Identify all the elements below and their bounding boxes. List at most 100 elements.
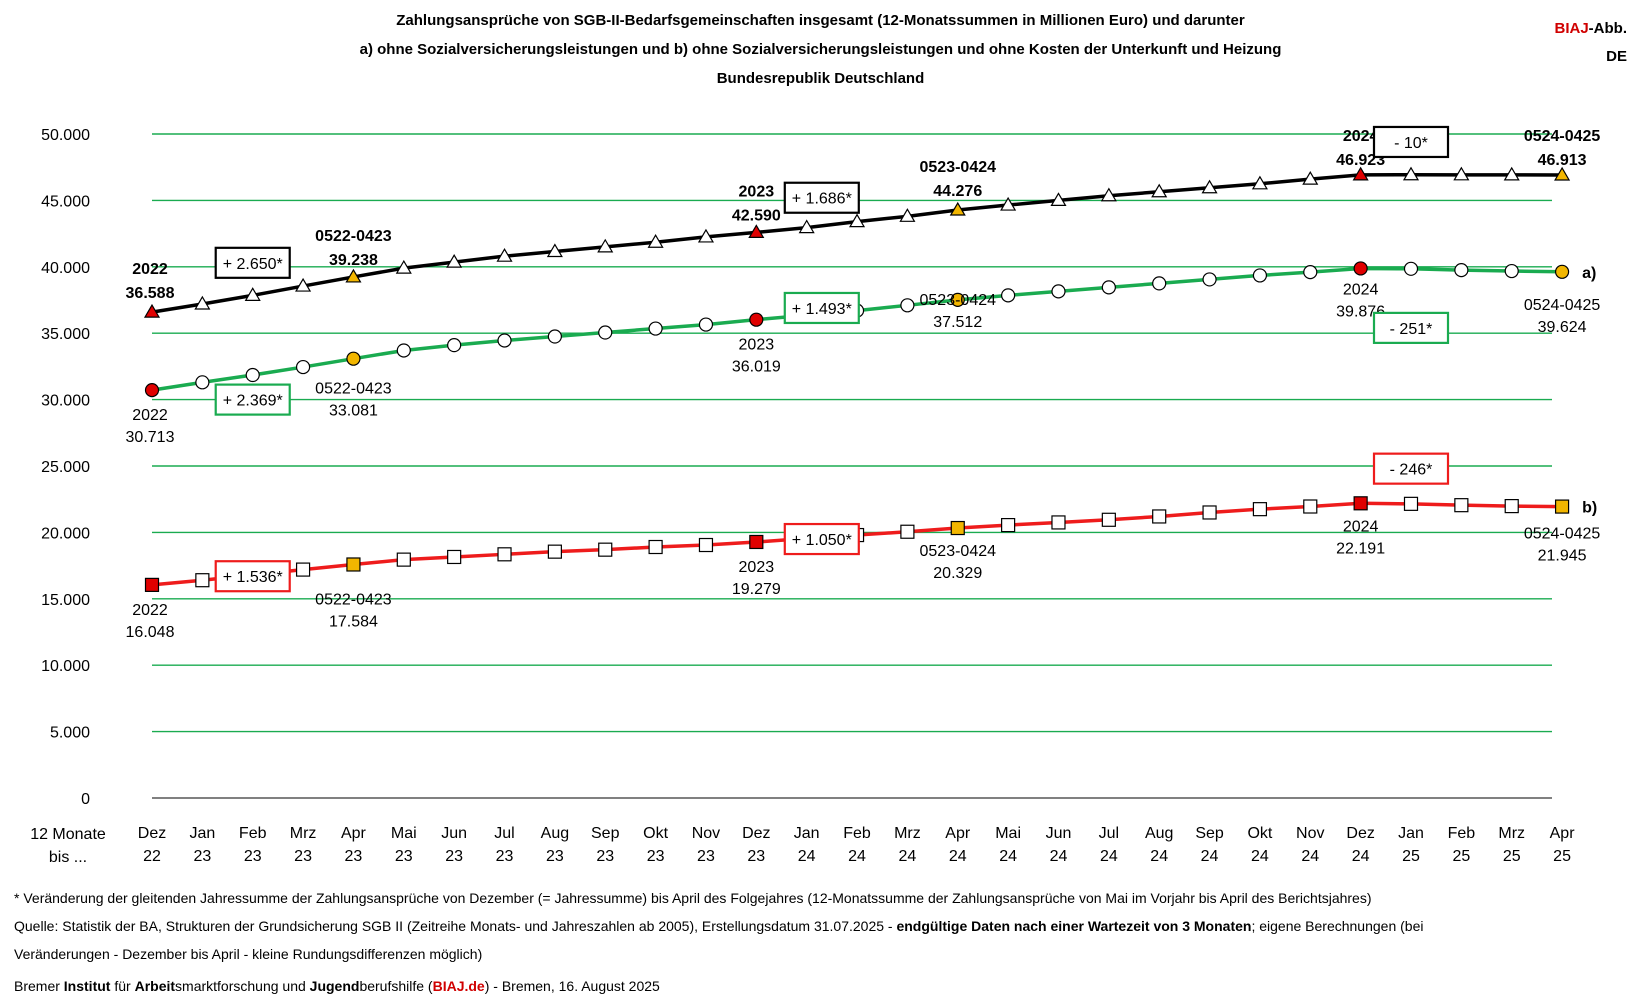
data-point-square — [396, 552, 411, 567]
change-box — [214, 560, 291, 593]
value-label-value: 17.584 — [329, 613, 378, 630]
data-point-triangle — [949, 201, 966, 216]
data-point-circle — [749, 312, 764, 327]
x-tick-label-year: 24 — [798, 848, 816, 865]
value-label-period: 0524-0425 — [1524, 297, 1601, 314]
data-point-square — [1252, 502, 1268, 517]
source-text-bold: endgültige Daten nach einer Wartezeit vo… — [896, 918, 1252, 934]
y-tick-label: 30.000 — [41, 393, 90, 410]
value-label-value: 19.279 — [732, 581, 781, 598]
change-box-label: + 1.536* — [223, 569, 283, 586]
x-tick-label-month: Jan — [189, 825, 215, 842]
data-point-circle — [295, 359, 311, 375]
x-tick-label-month: Okt — [1247, 825, 1272, 842]
x-tick-label-year: 23 — [244, 848, 262, 865]
data-point-triangle — [1503, 166, 1520, 181]
data-point-square — [1001, 517, 1016, 533]
brand-region: DE — [1606, 48, 1627, 65]
value-label-period: 2023 — [739, 559, 775, 576]
value-label-period: 2023 — [739, 183, 775, 200]
y-tick-label: 5.000 — [50, 725, 90, 742]
change-box — [783, 181, 860, 214]
x-tick-label-month: Jul — [1099, 825, 1119, 842]
x-tick-label-year: 23 — [546, 848, 564, 865]
data-point-triangle — [194, 295, 211, 310]
x-tick-label-year: 24 — [1251, 848, 1269, 865]
change-box-label: - 251* — [1390, 321, 1433, 338]
change-box-label: + 1.493* — [792, 301, 852, 318]
inst-part: für — [110, 978, 135, 994]
data-point-square — [1353, 496, 1368, 511]
data-point-triangle — [345, 268, 362, 283]
data-point-triangle — [1554, 166, 1571, 181]
x-tick-label-month: Okt — [643, 825, 668, 842]
footnote-source: Quelle: Statistik der BA, Strukturen der… — [14, 918, 1423, 934]
change-box — [214, 246, 291, 279]
change-box — [1372, 311, 1450, 344]
x-tick-label-month: Jan — [1398, 825, 1424, 842]
y-tick-label: 15.000 — [41, 592, 90, 609]
value-label-period: 2024 — [1343, 128, 1379, 145]
x-tick-label-year: 23 — [345, 848, 363, 865]
biaj-link[interactable]: BIAJ.de — [432, 978, 485, 994]
data-point-circle — [1152, 276, 1167, 291]
x-tick-label-month: Jul — [494, 825, 514, 842]
footnote-source-line2: Veränderungen - Dezember bis April - kle… — [14, 946, 483, 962]
data-point-triangle — [1151, 183, 1168, 198]
value-label-period: 0522-0423 — [315, 381, 392, 398]
x-tick-label-year: 23 — [445, 848, 463, 865]
data-point-circle — [1001, 288, 1016, 303]
y-tick-label: 10.000 — [41, 658, 90, 675]
data-point-square — [195, 573, 210, 588]
data-point-triangle — [848, 213, 866, 228]
x-tick-label-month: Aug — [1145, 825, 1173, 842]
data-point-circle — [144, 383, 160, 398]
chart-title-line3: Bundesrepublik Deutschland — [716, 70, 925, 87]
change-box — [214, 383, 291, 416]
source-text-2: ; eigene Berechnungen (bei — [1251, 918, 1424, 934]
value-label-period: 2024 — [1343, 281, 1379, 298]
value-label-value: 37.512 — [933, 314, 982, 331]
data-point-circle — [1353, 261, 1368, 276]
inst-part: Institut — [63, 978, 111, 994]
change-box-label: + 2.650* — [223, 256, 283, 273]
y-tick-label: 40.000 — [41, 260, 90, 277]
data-point-circle — [900, 298, 915, 313]
value-label-period: 0522-0423 — [315, 228, 392, 245]
x-axis-label: 12 Monate — [30, 826, 106, 843]
x-tick-label-month: Sep — [591, 825, 620, 842]
change-box-label: + 2.369* — [223, 393, 283, 410]
x-tick-label-month: Mai — [995, 825, 1021, 842]
data-point-circle — [346, 351, 361, 366]
x-tick-label-year: 24 — [1201, 848, 1219, 865]
data-point-circle — [497, 333, 512, 348]
x-tick-label-year: 25 — [1503, 848, 1521, 865]
data-point-triangle — [1453, 166, 1470, 181]
x-tick-label-month: Nov — [1296, 825, 1324, 842]
data-point-triangle — [748, 224, 765, 239]
data-point-circle — [1252, 268, 1268, 283]
inst-part: berufshilfe ( — [359, 978, 433, 994]
data-point-triangle — [244, 287, 261, 301]
data-point-circle — [1403, 261, 1419, 276]
data-point-square — [547, 544, 562, 559]
change-box-label: + 1.686* — [792, 191, 852, 208]
data-point-circle — [1554, 264, 1570, 279]
x-tick-label-year: 23 — [747, 848, 765, 865]
x-tick-label-month: Mrz — [290, 825, 317, 842]
data-point-triangle — [395, 259, 412, 274]
x-tick-label-year: 23 — [496, 848, 514, 865]
data-point-triangle — [1201, 179, 1218, 194]
x-tick-label-month: Apr — [945, 825, 971, 842]
data-point-triangle — [546, 243, 563, 258]
data-point-circle — [447, 338, 462, 353]
x-tick-label-month: Dez — [742, 825, 770, 842]
x-tick-label-year: 24 — [999, 848, 1017, 865]
x-tick-label-month: Jan — [794, 825, 820, 842]
x-tick-label-month: Aug — [541, 825, 569, 842]
data-point-circle — [195, 375, 210, 390]
data-point-circle — [396, 343, 411, 358]
data-point-triangle — [1050, 192, 1067, 206]
x-tick-label-year: 25 — [1553, 848, 1571, 865]
y-tick-label: 0 — [81, 791, 90, 808]
